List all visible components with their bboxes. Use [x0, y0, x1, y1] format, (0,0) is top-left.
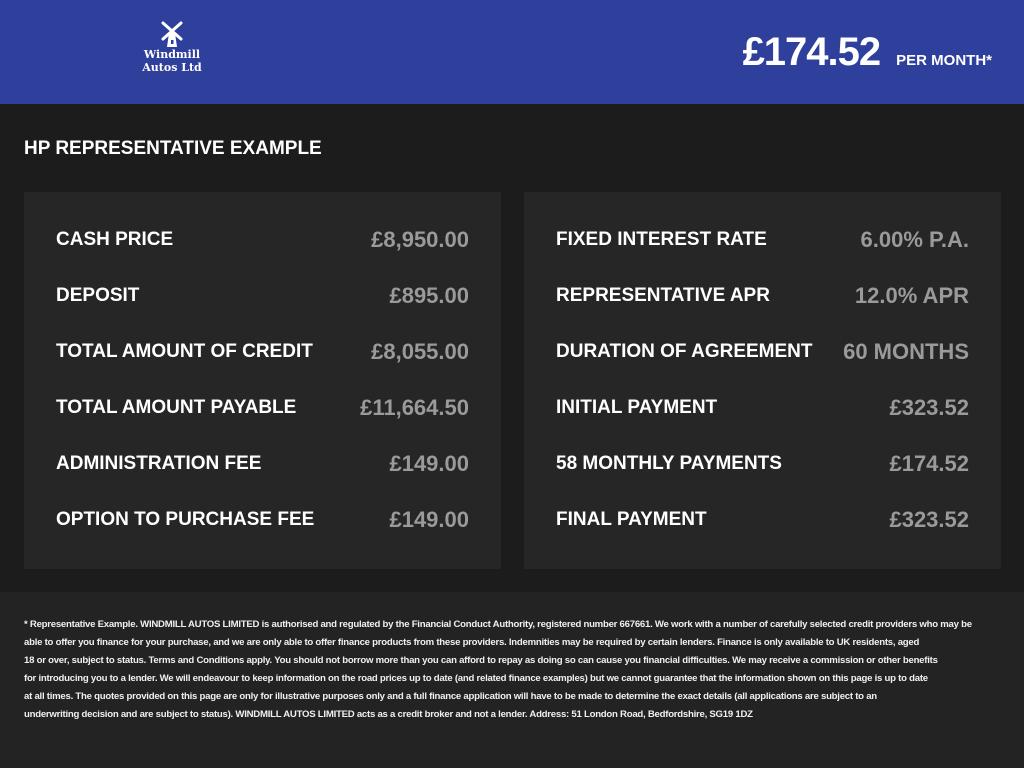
logo-line: Windmill: [143, 48, 201, 61]
finance-row: FIXED INTEREST RATE 6.00% P.A.: [556, 212, 969, 268]
row-value: £323.52: [889, 507, 969, 532]
finance-row: 58 MONTHLY PAYMENTS £174.52: [556, 436, 969, 492]
left-panel: CASH PRICE £8,950.00 DEPOSIT £895.00 TOTAL A…: [24, 192, 501, 569]
monthly-price: £174.52 PER MONTH*: [743, 30, 992, 75]
row-label: FINAL PAYMENT: [556, 509, 707, 530]
disclaimer-line: * Representative Example. WINDMILL AUTOS…: [24, 619, 972, 630]
row-value: £8,055.00: [371, 339, 469, 364]
row-value: £174.52: [889, 451, 969, 476]
row-label: REPRESENTATIVE APR: [556, 285, 770, 306]
logo-line: Autos Ltd: [142, 61, 202, 74]
finance-row: TOTAL AMOUNT OF CREDIT £8,055.00: [56, 324, 469, 380]
finance-row: FINAL PAYMENT £323.52: [556, 492, 969, 548]
disclaimer-line: 18 or over, subject to status. Terms and…: [24, 655, 938, 666]
finance-row: DURATION OF AGREEMENT 60 MONTHS: [556, 324, 969, 380]
finance-row: TOTAL AMOUNT PAYABLE £11,664.50: [56, 380, 469, 436]
row-label: DEPOSIT: [56, 285, 140, 306]
finance-row: REPRESENTATIVE APR 12.0% APR: [556, 268, 969, 324]
row-label: ADMINISTRATION FEE: [56, 453, 262, 474]
row-label: FIXED INTEREST RATE: [556, 229, 767, 250]
finance-row: CASH PRICE £8,950.00: [56, 212, 469, 268]
row-label: TOTAL AMOUNT PAYABLE: [56, 397, 297, 418]
row-value: £895.00: [389, 283, 469, 308]
per-month-label: PER MONTH*: [896, 52, 992, 69]
row-label: CASH PRICE: [56, 229, 174, 250]
row-value: £323.52: [889, 395, 969, 420]
row-value: £11,664.50: [360, 395, 469, 420]
finance-row: INITIAL PAYMENT £323.52: [556, 380, 969, 436]
row-label: DURATION OF AGREEMENT: [556, 341, 813, 362]
windmill-icon: [161, 21, 183, 47]
row-label: OPTION TO PURCHASE FEE: [56, 509, 315, 530]
disclaimer-line: at all times. The quotes provided on thi…: [24, 691, 877, 702]
row-value: £149.00: [389, 507, 469, 532]
row-label: INITIAL PAYMENT: [556, 397, 718, 418]
disclaimer-line: able to offer you finance for your purch…: [24, 637, 920, 648]
disclaimer-line: for introducing you to a lender. We will…: [24, 673, 928, 684]
row-label: TOTAL AMOUNT OF CREDIT: [56, 341, 313, 362]
right-panel: FIXED INTEREST RATE 6.00% P.A. REPRESENTAT…: [524, 192, 1001, 569]
row-value: 12.0% APR: [854, 283, 969, 308]
row-value: £8,950.00: [371, 227, 469, 252]
disclaimer: * Representative Example. WINDMILL AUTOS…: [0, 592, 1024, 768]
header: Windmill Autos Ltd £174.52 PER MONTH*: [0, 0, 1024, 104]
page-title: HP REPRESENTATIVE EXAMPLE: [24, 138, 322, 159]
price-value: £174.52: [742, 30, 882, 74]
finance-row: OPTION TO PURCHASE FEE £149.00: [56, 492, 469, 548]
finance-row: ADMINISTRATION FEE £149.00: [56, 436, 469, 492]
finance-row: DEPOSIT £895.00: [56, 268, 469, 324]
row-label: 58 MONTHLY PAYMENTS: [556, 453, 782, 474]
logo[interactable]: Windmill Autos Ltd: [128, 20, 216, 74]
row-value: 6.00% P.A.: [860, 227, 969, 252]
disclaimer-line: underwriting decision and are subject to…: [24, 709, 753, 720]
row-value: £149.00: [389, 451, 469, 476]
row-value: 60 MONTHS: [843, 339, 969, 364]
